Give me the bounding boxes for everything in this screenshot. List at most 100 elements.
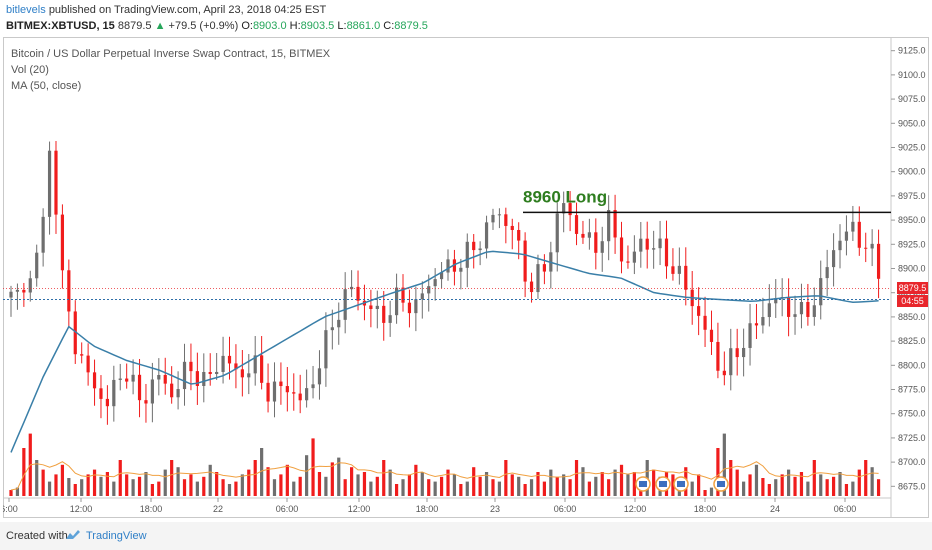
candle-body [382, 305, 386, 323]
y-tick-label: 8700.0 [898, 457, 926, 467]
volume-bar [92, 469, 97, 496]
volume-bar [427, 479, 431, 496]
candle-body [568, 203, 572, 216]
volume-bar [504, 460, 508, 496]
y-tick-label: 8725.0 [898, 433, 926, 443]
candle-body [208, 372, 212, 375]
x-tick-label: 06:00 [834, 504, 857, 514]
candle-body [478, 248, 482, 251]
price-chart[interactable]: 8675.0 8700.0 8725.0 8750.0 8775.0 8800.0 8825… [3, 37, 929, 518]
candle-body [150, 379, 154, 404]
volume-bar [594, 476, 598, 496]
volume-bar [767, 484, 771, 496]
y-tick-label: 8900.0 [898, 264, 926, 274]
volume-bar [838, 472, 842, 496]
volume-bar [491, 479, 495, 496]
volume-bar [324, 476, 328, 496]
candle-body [279, 381, 283, 387]
volume-bar [144, 472, 148, 496]
candle-body [189, 361, 193, 372]
volume-bar [41, 469, 45, 496]
candle-body [420, 293, 424, 300]
candle-body [735, 348, 739, 358]
candle-body [427, 286, 431, 294]
volume-bar [266, 467, 270, 496]
volume-bar [298, 476, 302, 496]
tradingview-logo-icon [66, 530, 80, 539]
author-link[interactable]: bitlevels [6, 4, 46, 16]
volume-bar [581, 467, 585, 496]
candle-body [536, 264, 540, 293]
volume-bar [523, 484, 527, 496]
volume-bar [15, 487, 20, 496]
candle-body [266, 382, 270, 402]
volume-bar [562, 474, 566, 496]
tradingview-link[interactable]: TradingView [86, 530, 147, 542]
candle-body [324, 330, 328, 369]
volume-bar [163, 469, 167, 496]
chart-header: bitlevels published on TradingView.com, … [0, 0, 932, 36]
volume-bar [356, 474, 360, 496]
y-tick-label: 9125.0 [898, 46, 926, 56]
candle-body [9, 291, 13, 298]
candle-body [542, 264, 546, 272]
volume-bar [73, 484, 77, 496]
candle-body [793, 314, 797, 317]
volume-bar [799, 472, 804, 496]
volume-bar [831, 476, 836, 496]
candle-body [35, 252, 39, 279]
volume-bar [600, 472, 604, 496]
candle-body [652, 248, 656, 250]
x-tick-label: 18:00 [140, 504, 163, 514]
volume-bar [857, 469, 861, 496]
volume-bar [337, 457, 341, 496]
y-tick-label: 9100.0 [898, 70, 926, 80]
volume-bar [170, 460, 174, 496]
legend-vol[interactable]: Vol (20) [11, 64, 49, 76]
volume-bar [60, 464, 65, 496]
volume-bar [221, 479, 225, 496]
y-tick-label: 8950.0 [898, 215, 926, 225]
candle-body [202, 372, 206, 386]
volume-bar [459, 484, 463, 496]
volume-bar [735, 469, 739, 496]
volume-bar [851, 481, 855, 496]
y-tick-label: 8800.0 [898, 360, 926, 370]
candle-body [54, 150, 58, 215]
volume-bar [369, 481, 373, 496]
candle-body [137, 374, 142, 401]
legend-ma[interactable]: MA (50, close) [11, 80, 82, 92]
candle-body [105, 398, 109, 407]
volume-bar [574, 460, 579, 496]
candle-body [170, 383, 174, 398]
volume-bar [819, 474, 823, 496]
candle-body [761, 317, 765, 326]
volume-bar [632, 472, 636, 496]
flag-icon [659, 481, 667, 487]
y-tick-label: 8850.0 [898, 312, 926, 322]
volume-bar [105, 472, 109, 496]
candle-body [195, 371, 199, 386]
candle-body [67, 270, 71, 312]
volume-bar [742, 481, 746, 496]
ohlc-line: BITMEX:XBTUSD, 15 8879.5 ▲ +79.5 (+0.9%)… [6, 20, 428, 32]
candle-body [619, 237, 624, 262]
volume-bar [330, 462, 334, 496]
volume-bar [350, 467, 354, 496]
volume-bar [362, 472, 367, 496]
volume-bar [253, 460, 257, 496]
volume-bar [240, 474, 244, 496]
candle-body [388, 315, 392, 323]
candle-body [260, 355, 264, 383]
candle-body [587, 232, 591, 238]
x-tick-label: 24 [770, 504, 780, 514]
candle-body [864, 247, 868, 249]
last-price-tag: 8879.5 [897, 282, 928, 295]
volume-ma-line [10, 461, 879, 491]
volume-bar [343, 479, 347, 496]
x-tick-label: 6:00 [3, 504, 18, 514]
volume-bar [542, 481, 546, 496]
high-value: 8903.5 [300, 20, 335, 32]
candle-body [594, 232, 598, 253]
candle-body [343, 289, 347, 320]
